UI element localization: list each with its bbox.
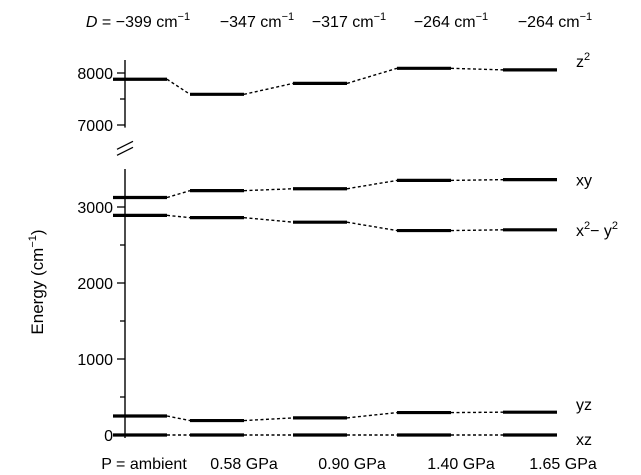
x-labels: P = ambient 0.58 GPa 0.90 GPa 1.40 GPa 1.65 …	[101, 456, 597, 473]
connector-x2-y2	[346, 221, 398, 232]
top-labels: D = −399 cm−1 −347 cm−1 −317 cm−1 −264 cm−1…	[86, 11, 592, 31]
connector-x2-y2	[243, 216, 294, 223]
connector-x2-y2	[450, 229, 504, 232]
connector-lines	[166, 67, 504, 436]
series-label-x2-y2: x2− y2	[576, 220, 618, 240]
series-label-z2: z2	[576, 51, 590, 71]
connector-yz	[166, 415, 191, 422]
x-tick-label: 0.90 GPa	[318, 456, 386, 473]
connector-xy	[166, 189, 191, 199]
y-tick-label: 7000	[77, 118, 113, 135]
connector-x2-y2	[166, 214, 191, 219]
connector-xy	[450, 178, 504, 182]
connector-yz	[346, 411, 398, 419]
connector-z2	[166, 78, 191, 95]
y-axis: 0 1000 2000 3000 7000 8000	[77, 60, 134, 445]
y-tick-label: 0	[104, 428, 113, 445]
y-tick-label: 2000	[77, 276, 113, 293]
x-tick-label: 0.58 GPa	[210, 456, 278, 473]
top-label: −317 cm−1	[312, 11, 386, 31]
axis-break-mark	[116, 146, 134, 156]
connector-z2	[346, 67, 398, 85]
axis-break-mark	[116, 140, 134, 150]
connector-z2	[450, 67, 504, 71]
connector-yz	[243, 417, 294, 422]
series-label-xy: xy	[576, 173, 592, 190]
series-labels: xz yz x2− y2 xy z2	[576, 51, 618, 449]
top-label: −264 cm−1	[518, 11, 592, 31]
top-label: −264 cm−1	[414, 11, 488, 31]
connector-z2	[243, 82, 294, 96]
y-tick-label: 3000	[77, 200, 113, 217]
series-label-xz: xz	[576, 432, 592, 449]
energy-levels	[113, 66, 557, 437]
x-tick-label: 1.65 GPa	[529, 456, 597, 473]
x-tick-label: P = ambient	[101, 456, 187, 473]
y-tick-label: 1000	[77, 352, 113, 369]
top-label: D = −399 cm−1	[86, 11, 190, 31]
connector-xy	[346, 179, 398, 190]
series-label-yz: yz	[576, 397, 592, 414]
top-label: −347 cm−1	[220, 11, 294, 31]
y-axis-label: Energy (cm−1)	[27, 229, 47, 334]
y-tick-label: 8000	[77, 66, 113, 83]
x-tick-label: 1.40 GPa	[427, 456, 495, 473]
connector-xy	[243, 188, 294, 192]
